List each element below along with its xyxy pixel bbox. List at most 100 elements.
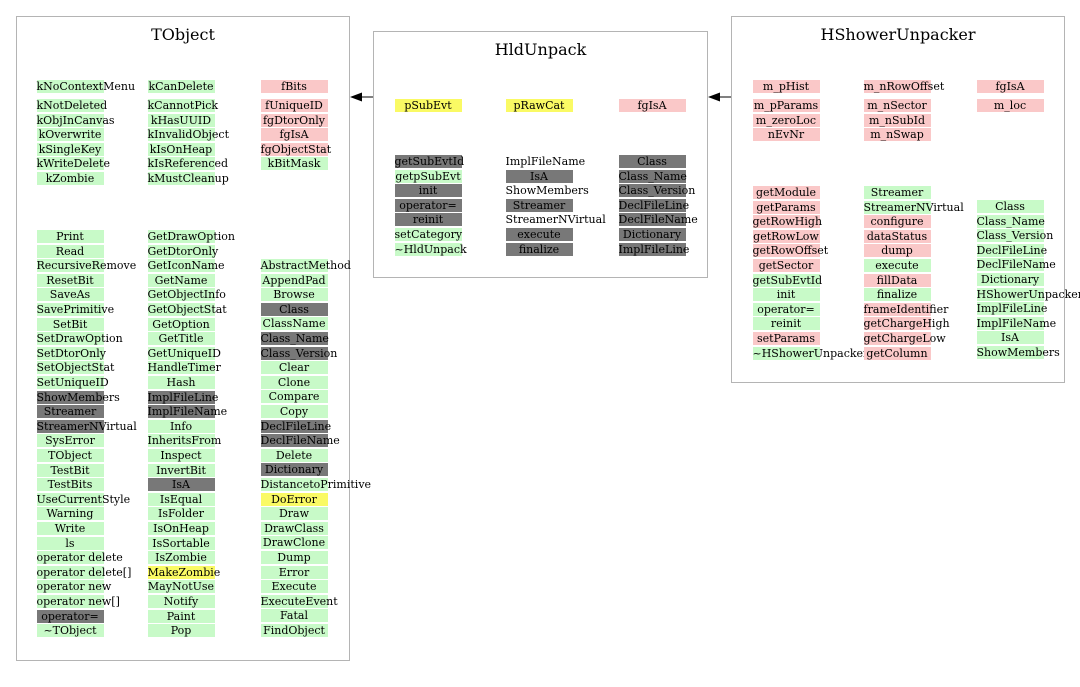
tobject-method-isequal: IsEqual (147, 492, 215, 506)
hshower-method-init: init (752, 288, 820, 302)
tobject-member-fgdtoronly: fgDtorOnly (260, 113, 328, 127)
hshower-method-getrowoffset: getRowOffset (752, 244, 829, 258)
hldunpack-member-fgisa: fgIsA (618, 99, 686, 112)
tobject-method-browse: Browse (260, 288, 328, 302)
tobject-method-draw: Draw (260, 507, 328, 521)
tobject-method-compare: Compare (260, 390, 328, 404)
tobject-method-inspect: Inspect (147, 449, 215, 462)
hldunpack-method-implfilename: ImplFileName (505, 155, 586, 168)
tobject-member-koverwrite: kOverwrite (36, 128, 104, 142)
tobject-method-pop: Pop (147, 624, 215, 638)
tobject-method-setdrawoption: SetDrawOption (36, 332, 123, 346)
hldunpack-method-getsubevtid: getSubEvtId (394, 155, 465, 168)
tobject-member-kcandelete: kCanDelete (147, 80, 215, 93)
hshower-method-dictionary: Dictionary (976, 273, 1044, 286)
tobject-method-dump: Dump (260, 551, 328, 564)
hshower-member-fgisa: fgIsA (976, 80, 1044, 93)
tobject-member-kisonheap: kIsOnHeap (147, 142, 215, 156)
class-title-hldunpack: HldUnpack (494, 40, 587, 59)
hldunpack-method-streamernvirtual: StreamerNVirtual (505, 213, 606, 227)
tobject-method-recursiveremove: RecursiveRemove (36, 259, 137, 273)
hshower-member-m-phist: m_pHist (752, 80, 820, 93)
hshower-member-m-zeroloc: m_zeroLoc (752, 113, 820, 127)
tobject-method-saveas: SaveAs (36, 288, 104, 302)
hldunpack-method-finalize: finalize (505, 242, 573, 256)
tobject-method-setbit: SetBit (36, 317, 104, 331)
tobject-method-info: Info (147, 419, 215, 433)
tobject-member-kmustcleanup: kMustCleanup (147, 172, 229, 185)
hshower-method-hshowerunpacker: ~HShowerUnpacker (752, 346, 869, 360)
tobject-member-kobjincanvas: kObjInCanvas (36, 113, 115, 127)
hshower-method-getmodule: getModule (752, 186, 820, 199)
hldunpack-method-hldunpack: ~HldUnpack (394, 242, 467, 256)
tobject-method-paint: Paint (147, 609, 215, 623)
hldunpack-method-init: init (394, 184, 462, 198)
tobject-method-tobject: TObject (36, 449, 104, 462)
tobject-method-setobjectstat: SetObjectStat (36, 361, 115, 375)
tobject-method-saveprimitive: SavePrimitive (36, 303, 115, 316)
hshower-method-setparams: setParams (752, 332, 820, 345)
tobject-method-maynotuse: MayNotUse (147, 580, 215, 594)
hshower-member-m-nswap: m_nSwap (863, 128, 931, 142)
tobject-method-class: Class (260, 302, 328, 316)
tobject-method-setuniqueid: SetUniqueID (36, 376, 109, 389)
tobject-method-copy: Copy (260, 405, 328, 418)
tobject-member-kzombie: kZombie (36, 172, 104, 185)
hldunpack-method-showmembers: ShowMembers (505, 184, 589, 198)
hldunpack-method-dictionary: Dictionary (618, 228, 686, 241)
hshower-method-frameidentifier: frameIdentifier (863, 302, 949, 316)
hshower-method-hshowerunpacker: HShowerUnpacker (976, 287, 1080, 301)
tobject-method-hash: Hash (147, 376, 215, 389)
tobject-method-inheritsfrom: InheritsFrom (147, 434, 222, 448)
tobject-method-operator-delete: operator delete[] (36, 565, 132, 579)
tobject-member-kcannotpick: kCannotPick (147, 99, 219, 112)
tobject-method-streamer: Streamer (36, 405, 104, 419)
tobject-method-write: Write (36, 522, 104, 535)
tobject-member-kwritedelete: kWriteDelete (36, 157, 110, 171)
tobject-method-isa: IsA (147, 478, 215, 492)
tobject-method-resetbit: ResetBit (36, 273, 104, 287)
tobject-method-gettitle: GetTitle (147, 332, 215, 346)
tobject-method-getdrawoption: GetDrawOption (147, 230, 235, 243)
hshower-method-operator: operator= (752, 302, 820, 316)
tobject-method-notify: Notify (147, 595, 215, 608)
tobject-method-fatal: Fatal (260, 609, 328, 623)
hshower-method-class-name: Class_Name (976, 214, 1045, 228)
tobject-method-appendpad: AppendPad (260, 273, 328, 287)
hshower-method-getchargelow: getChargeLow (863, 332, 946, 345)
hshower-method-getrowlow: getRowLow (752, 229, 820, 243)
tobject-member-knocontextmenu: kNoContextMenu (36, 80, 136, 93)
hshower-method-class-version: Class_Version (976, 229, 1054, 243)
hldunpack-method-reinit: reinit (394, 213, 462, 227)
tobject-member-kisreferenced: kIsReferenced (147, 157, 229, 171)
tobject-method-executeevent: ExecuteEvent (260, 594, 338, 608)
tobject-method-iszombie: IsZombie (147, 551, 215, 565)
tobject-member-khasuuid: kHasUUID (147, 113, 215, 127)
hldunpack-method-declfilename: DeclFileName (618, 213, 698, 227)
tobject-method-implfileline: ImplFileLine (147, 390, 219, 404)
hshower-method-isa: IsA (976, 331, 1044, 345)
hshower-method-declfileline: DeclFileLine (976, 243, 1048, 257)
hldunpack-member-prawcat: pRawCat (505, 99, 573, 112)
tobject-method-usecurrentstyle: UseCurrentStyle (36, 492, 131, 506)
tobject-method-tobject: ~TObject (36, 624, 104, 638)
tobject-method-makezombie: MakeZombie (147, 565, 221, 579)
hshower-member-m-nrowoffset: m_nRowOffset (863, 80, 945, 93)
tobject-member-knotdeleted: kNotDeleted (36, 99, 108, 112)
hldunpack-method-isa: IsA (505, 169, 573, 183)
hshower-method-getrowhigh: getRowHigh (752, 215, 823, 229)
hshower-method-getparams: getParams (752, 200, 820, 214)
hshower-member-m-nsector: m_nSector (863, 99, 931, 112)
hshower-method-execute: execute (863, 259, 931, 272)
hshower-method-declfilename: DeclFileName (976, 258, 1056, 272)
tobject-method-dictionary: Dictionary (260, 463, 328, 477)
tobject-method-print: Print (36, 230, 104, 243)
tobject-method-drawclone: DrawClone (260, 536, 328, 550)
tobject-method-operator-new: operator new (36, 580, 112, 594)
tobject-method-class-version: Class_Version (260, 346, 338, 360)
tobject-method-isfolder: IsFolder (147, 507, 215, 521)
hldunpack-method-operator: operator= (394, 198, 462, 212)
tobject-method-operator: operator= (36, 609, 104, 623)
tobject-method-invertbit: InvertBit (147, 463, 215, 477)
